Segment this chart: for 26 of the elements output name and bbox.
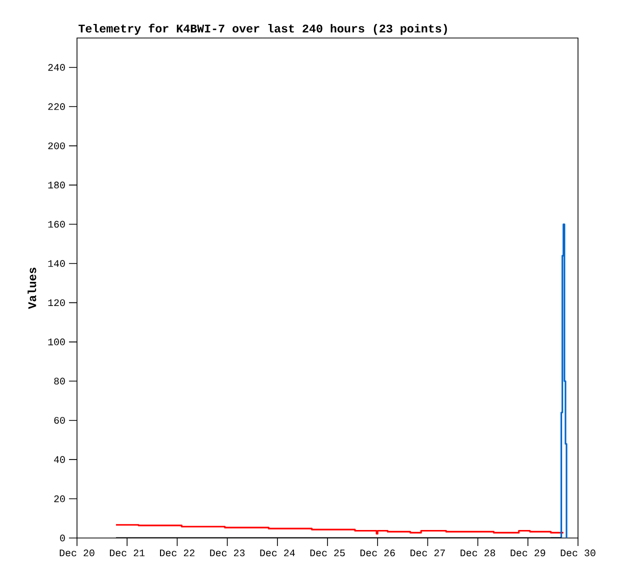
chart-title: Telemetry for K4BWI-7 over last 240 hours (23 points) <box>78 24 447 35</box>
y-tick-label: 100 <box>48 338 65 346</box>
y-tick-label: 200 <box>48 142 65 150</box>
y-tick-label: 220 <box>48 103 65 110</box>
y-tick-label: 80 <box>54 378 65 385</box>
x-tick-label: Dec 24 <box>260 550 295 556</box>
y-tick-label: 180 <box>48 182 65 188</box>
x-tick-label: Dec 28 <box>460 550 496 556</box>
y-axis-title: Values <box>28 268 36 309</box>
x-tick-label: Dec 30 <box>560 550 596 556</box>
x-tick-label: Dec 29 <box>510 550 546 556</box>
y-tick-label: 120 <box>48 299 65 306</box>
y-tick-label: 40 <box>54 456 65 463</box>
x-tick-label: Dec 22 <box>160 550 194 556</box>
x-tick-label: Dec 23 <box>210 550 245 556</box>
y-tick-label: 0 <box>60 534 65 542</box>
y-tick-label: 20 <box>54 495 65 502</box>
x-tick-label: Dec 26 <box>360 550 395 556</box>
x-tick-label: Dec 27 <box>410 550 445 556</box>
y-tick-label: 240 <box>48 64 65 71</box>
x-tick-label: Dec 21 <box>110 550 145 556</box>
y-tick-label: 60 <box>54 416 65 424</box>
x-tick-label: Dec 25 <box>310 550 345 556</box>
y-tick-label: 160 <box>48 220 65 228</box>
y-tick-label: 140 <box>48 260 65 267</box>
x-tick-label: Dec 20 <box>60 550 94 556</box>
